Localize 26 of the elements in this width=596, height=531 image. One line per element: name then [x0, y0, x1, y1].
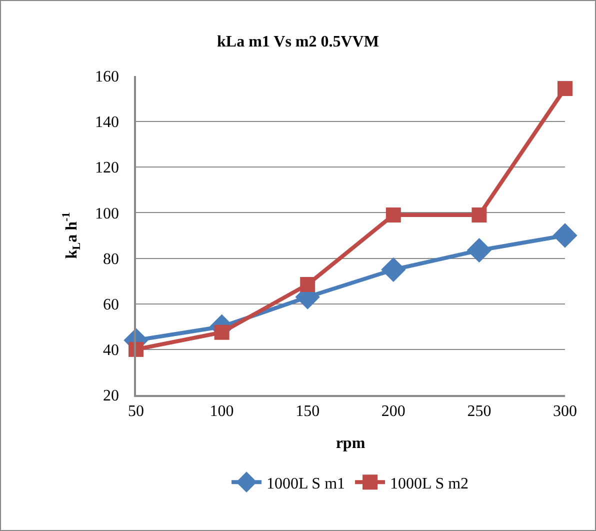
x-tick-label: 50: [128, 402, 144, 420]
y-tick-label: 40: [103, 342, 120, 360]
point: [472, 207, 487, 222]
point: [381, 257, 406, 282]
y-tick-label: 80: [103, 250, 120, 268]
chart-title: kLa m1 Vs m2 0.5VVM: [217, 34, 379, 51]
y-tick-label: 60: [103, 296, 120, 314]
point: [300, 276, 316, 292]
point: [214, 324, 230, 340]
point: [386, 207, 401, 222]
x-tick-label: 200: [381, 402, 406, 420]
y-tick-label: 140: [95, 114, 120, 132]
y-tick-label: 100: [95, 205, 120, 222]
x-axis-title: rpm: [336, 435, 366, 452]
point: [558, 81, 572, 96]
legend-label: 1000L S m2: [390, 475, 469, 492]
x-tick-label: 150: [296, 402, 320, 420]
point: [466, 238, 492, 263]
x-tick-label: 300: [553, 402, 577, 420]
legend-label: 1000L S m1: [266, 475, 346, 492]
y-tick-label: 160: [95, 68, 120, 86]
x-tick-label: 100: [210, 402, 234, 420]
y-tick-label: 120: [95, 160, 120, 177]
x-tick-label: 250: [467, 402, 492, 420]
y-tick-label: 20: [103, 388, 120, 405]
point: [552, 223, 578, 248]
